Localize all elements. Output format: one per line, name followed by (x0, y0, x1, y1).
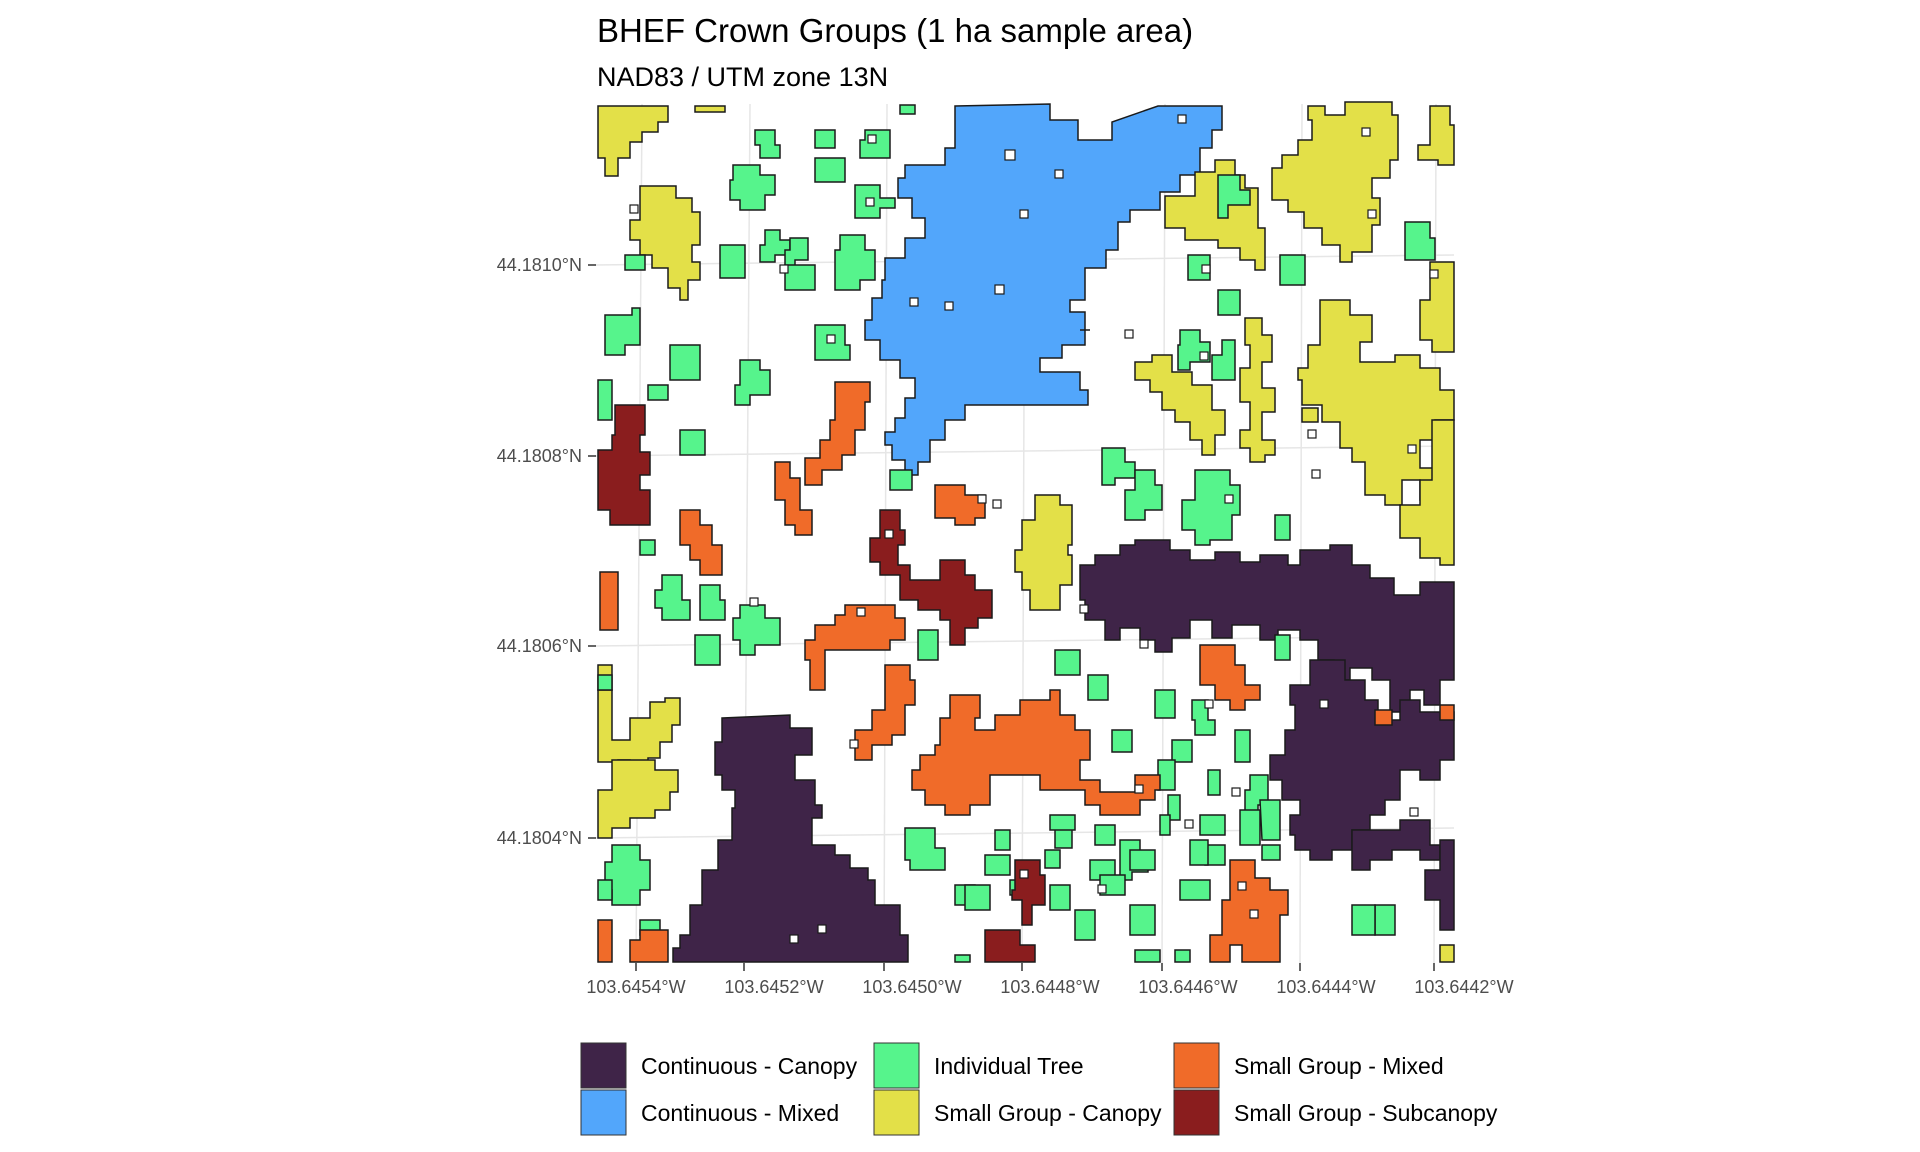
x-tick-label: 103.6442°W (1414, 977, 1513, 997)
legend-swatch-small-group-subcanopy (1173, 1089, 1220, 1136)
x-tick-label: 103.6446°W (1138, 977, 1237, 997)
legend-label: Small Group - Subcanopy (1234, 1100, 1498, 1126)
map-panel (588, 101, 1455, 971)
crown-individual-tree (597, 104, 1436, 963)
legend-label: Continuous - Canopy (641, 1053, 858, 1079)
crown-continuous-canopy (672, 539, 1455, 963)
legend-label: Small Group - Mixed (1234, 1053, 1444, 1079)
legend-label: Individual Tree (934, 1053, 1084, 1079)
legend-label: Continuous - Mixed (641, 1100, 839, 1126)
crown-gaps (629, 114, 1439, 944)
x-tick-label: 103.6444°W (1276, 977, 1375, 997)
legend-label: Small Group - Canopy (934, 1100, 1162, 1126)
y-tick-label: 44.1806°N (497, 636, 582, 656)
y-tick-label: 44.1804°N (497, 828, 582, 848)
x-tick-label: 103.6448°W (1000, 977, 1099, 997)
crown-small-group-mixed (597, 329, 1455, 963)
legend-swatch-small-group-canopy (873, 1089, 920, 1136)
legend-swatch-continuous-canopy (580, 1042, 627, 1089)
x-tick-label: 103.6450°W (862, 977, 961, 997)
y-tick-label: 44.1810°N (497, 255, 582, 275)
crown-continuous-mixed (864, 103, 1223, 476)
legend-swatch-continuous-mixed (580, 1089, 627, 1136)
map-subtitle: NAD83 / UTM zone 13N (597, 62, 888, 92)
crown-small-group-canopy (597, 101, 1455, 963)
y-tick-label: 44.1808°N (497, 446, 582, 466)
map-title: BHEF Crown Groups (1 ha sample area) (597, 12, 1193, 49)
x-tick-label: 103.6452°W (724, 977, 823, 997)
axis-ticks (588, 264, 1435, 971)
x-tick-label: 103.6454°W (586, 977, 685, 997)
legend-swatch-individual-tree (873, 1042, 920, 1089)
legend-swatch-small-group-mixed (1173, 1042, 1220, 1089)
crown-small-group-subcanopy (597, 404, 1046, 963)
legend: Continuous - Canopy Individual Tree Smal… (580, 1042, 1498, 1136)
